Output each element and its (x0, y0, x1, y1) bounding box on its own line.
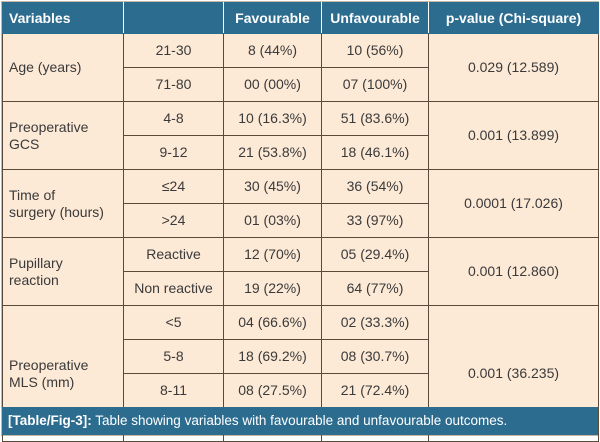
p-value-cell: 0.001 (13.899) (428, 101, 599, 170)
table-row: 9-12 21 (53.8%) 18 (46.1%) (3, 135, 599, 170)
favourable-cell: 30 (45%) (223, 169, 322, 204)
table-row: Preoperative MLS (mm) <5 04 (66.6%) 02 (33.3… (2, 305, 599, 442)
figure-caption: [Table/Fig-3]: Table showing variables w… (2, 407, 598, 435)
variable-label-line: GCS (9, 135, 40, 152)
variable-label-line: MLS (mm) (9, 373, 75, 390)
category-cell: 4-8 (123, 101, 224, 136)
favourable-cell: 21 (53.8%) (223, 135, 322, 170)
favourable-cell: 18 (69.2%) (223, 339, 322, 374)
unfavourable-cell: 18 (46.1%) (321, 135, 429, 170)
variable-label-line: Preoperative (9, 118, 89, 135)
favourable-cell: 01 (03%) (223, 203, 322, 238)
unfavourable-cell: 10 (56%) (321, 33, 429, 68)
unfavourable-cell: 51 (83.6%) (321, 101, 429, 136)
variable-label-line: Age (years) (9, 59, 82, 75)
favourable-cell: 12 (70%) (223, 237, 322, 272)
unfavourable-cell: 36 (54%) (321, 169, 429, 204)
table-body: Age (years) 21-30 8 (44%) 10 (56%) 0.029 (12… (2, 33, 599, 442)
unfavourable-cell: 02 (33.3%) (321, 305, 429, 340)
header-favourable: Favourable (223, 2, 322, 34)
variable-label-line: Pupillary (9, 254, 63, 271)
unfavourable-cell: 08 (30.7%) (321, 339, 429, 374)
header-unfavourable: Unfavourable (321, 2, 429, 34)
category-cell: 5-8 (123, 339, 224, 374)
category-cell: <5 (123, 305, 224, 340)
table-row: Non reactive 19 (22%) 64 (77%) (3, 271, 599, 306)
category-cell: 8-11 (123, 373, 224, 408)
table-row: Pupillary reaction Reactive 12 (70%) 05 (29.… (2, 237, 599, 306)
table-row: Preoperative GCS 4-8 10 (16.3%) 51 (83.6%) 0.… (2, 101, 599, 170)
table-row: 71-80 00 (00%) 07 (100%) (3, 67, 599, 102)
category-cell: 71-80 (123, 67, 224, 102)
variable-label-line: Time of (9, 186, 56, 203)
p-value-cell: 0.029 (12.589) (428, 33, 599, 102)
unfavourable-cell: 33 (97%) (321, 203, 429, 238)
variable-label-line: reaction (9, 271, 59, 288)
category-cell: 21-30 (123, 33, 224, 68)
favourable-cell: 8 (44%) (223, 33, 322, 68)
table-row: >24 01 (03%) 33 (97%) (3, 203, 599, 238)
caption-text: Table showing variables with favourable … (91, 413, 508, 428)
p-value-cell: 0.0001 (17.026) (428, 169, 599, 238)
table-row: 8-11 08 (27.5%) 21 (72.4%) (3, 373, 599, 408)
variable-cell: Age (years) (2, 33, 124, 102)
variable-cell: Time of surgery (hours) (2, 169, 124, 238)
category-cell: Non reactive (123, 271, 224, 306)
favourable-cell: 10 (16.3%) (223, 101, 322, 136)
variable-label-line: surgery (hours) (9, 203, 104, 220)
variable-cell: Preoperative GCS (2, 101, 124, 170)
table-row: 5-8 18 (69.2%) 08 (30.7%) (3, 339, 599, 374)
favourable-cell: 08 (27.5%) (223, 373, 322, 408)
caption-label: [Table/Fig-3]: (8, 413, 92, 428)
table-header-row: Variables Favourable Unfavourable p-valu… (2, 2, 599, 34)
favourable-cell: 19 (22%) (223, 271, 322, 306)
unfavourable-cell: 21 (72.4%) (321, 373, 429, 408)
unfavourable-cell: 64 (77%) (321, 271, 429, 306)
category-cell: >24 (123, 203, 224, 238)
variable-cell: Pupillary reaction (2, 237, 124, 306)
unfavourable-cell: 05 (29.4%) (321, 237, 429, 272)
header-variables: Variables (2, 2, 124, 34)
category-cell: ≤24 (123, 169, 224, 204)
header-p-value: p-value (Chi-square) (428, 2, 599, 34)
category-cell: 9-12 (123, 135, 224, 170)
variable-label-line: Preoperative (9, 356, 89, 373)
p-value-cell: 0.001 (12.860) (428, 237, 599, 306)
category-cell: Reactive (123, 237, 224, 272)
favourable-cell: 00 (00%) (223, 67, 322, 102)
unfavourable-cell: 07 (100%) (321, 67, 429, 102)
header-category (123, 2, 224, 34)
favourable-cell: 04 (66.6%) (223, 305, 322, 340)
table-row: Age (years) 21-30 8 (44%) 10 (56%) 0.029 (12… (2, 33, 599, 102)
table-row: Time of surgery (hours) ≤24 30 (45%) 36 (54%… (2, 169, 599, 238)
